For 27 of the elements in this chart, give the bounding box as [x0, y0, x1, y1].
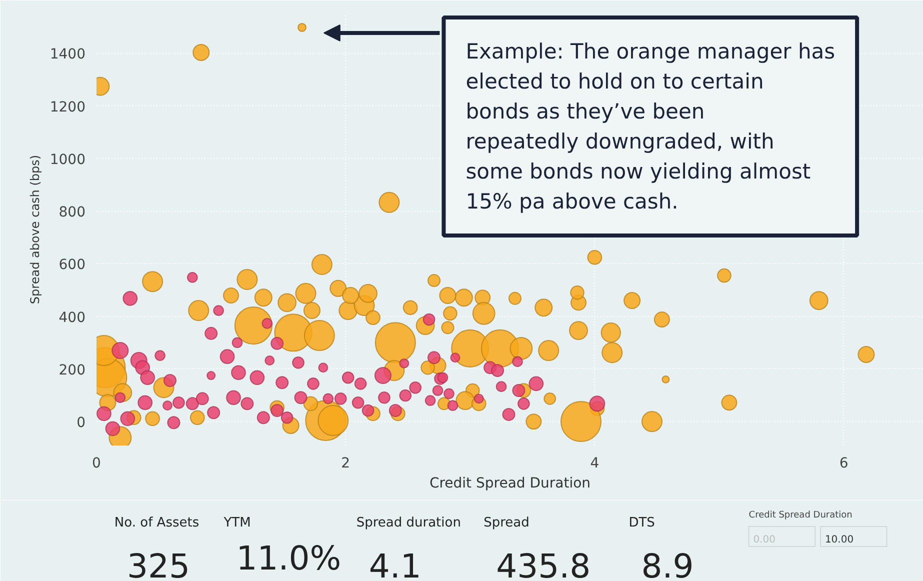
x-axis-title: Credit Spread Duration — [429, 476, 591, 492]
y-tick-label: 800 — [58, 204, 86, 221]
text: 11.0% — [236, 538, 342, 578]
text: 10.00 — [824, 534, 854, 546]
text: Credit Spread Duration — [748, 510, 852, 520]
x-tick-label: 4 — [590, 456, 600, 472]
text: 4.1 — [368, 546, 422, 581]
annotation: Example: The orange manager has elected to hold on to certain bonds as they’ve been repeatedly downgraded, with some bonds now yielding almost 15% pa above cash. — [466, 40, 836, 214]
y-tick-label: 0 — [76, 415, 86, 432]
y-tick-label: 1400 — [50, 46, 86, 63]
y-tick-label: 400 — [58, 310, 86, 326]
y-tick-label: 1000 — [50, 152, 86, 168]
y-tick-label: 600 — [58, 257, 86, 274]
x-tick-label: 2 — [341, 456, 350, 472]
category-label: Spread — [484, 516, 530, 530]
text: 435.8 — [496, 546, 591, 581]
y-tick-label: 1200 — [50, 99, 86, 116]
category-label: No. of Assets — [114, 516, 200, 530]
x-tick-label: 0 — [92, 456, 101, 472]
x-tick-label: 6 — [839, 456, 848, 472]
text: 325 — [126, 546, 190, 581]
category-label: DTS — [628, 516, 655, 530]
category-label: YTM — [222, 516, 251, 530]
y-axis-title: Spread above cash (bps) — [28, 154, 42, 304]
category-label: Spread duration — [356, 516, 461, 530]
text: 8.9 — [641, 546, 694, 581]
y-tick-label: 200 — [58, 362, 86, 378]
